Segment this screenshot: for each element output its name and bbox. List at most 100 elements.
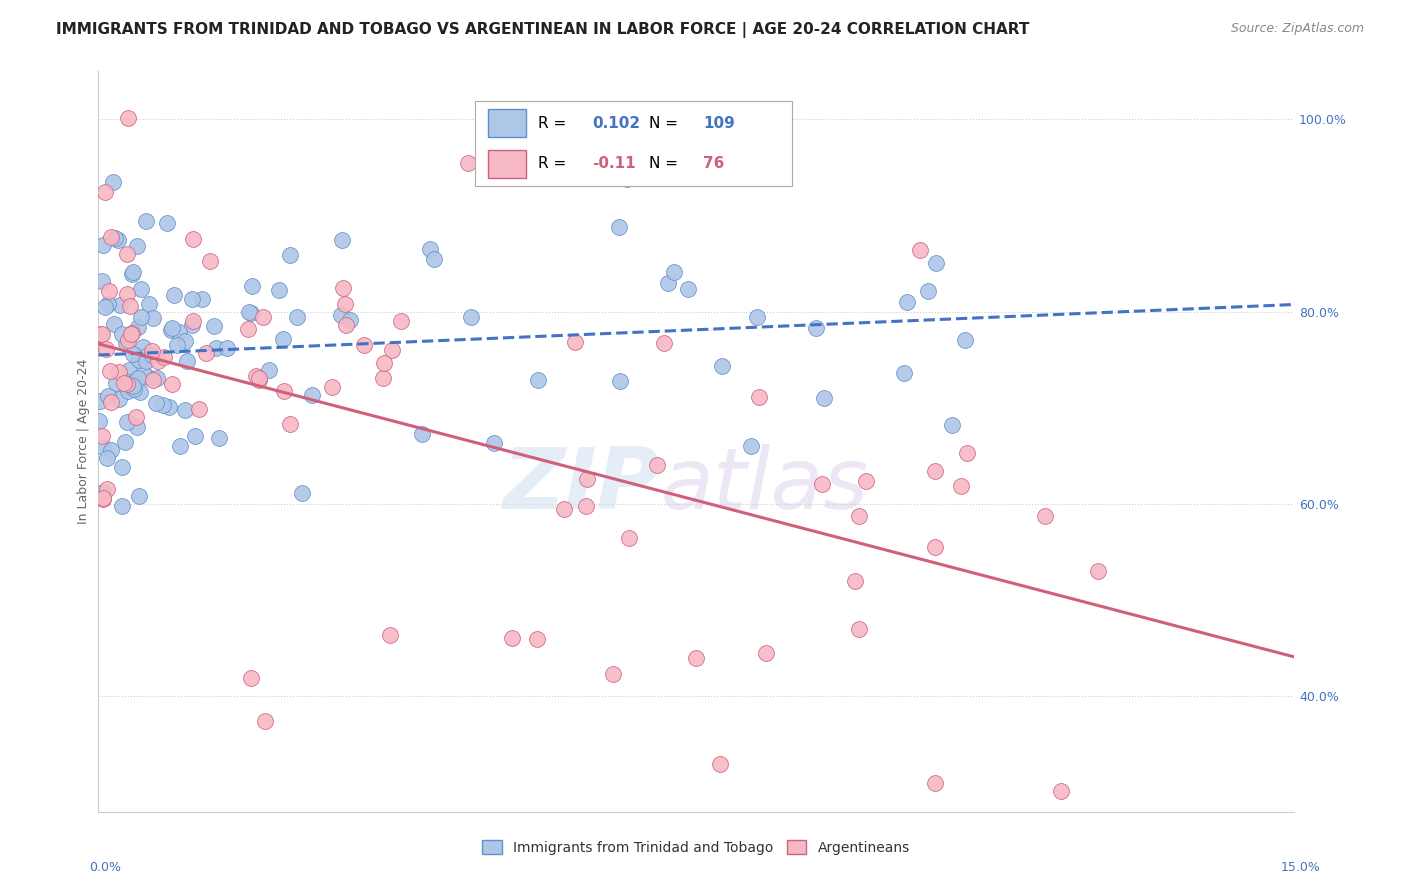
Point [173, 403, 195, 417]
Point [208, 431, 231, 445]
Point [96, 296, 118, 310]
Point [89, 394, 111, 409]
Point [332, 281, 354, 295]
Point [191, 292, 214, 306]
Point [122, 265, 145, 279]
Point [142, 373, 165, 387]
Point [257, 363, 280, 377]
Point [711, 359, 734, 373]
Point [645, 458, 668, 472]
Point [141, 348, 163, 362]
Text: ZIP: ZIP [502, 444, 661, 527]
Point [145, 396, 167, 410]
Point [602, 666, 624, 681]
Point [101, 175, 124, 189]
Point [844, 574, 866, 588]
Point [153, 350, 176, 364]
Point [501, 632, 523, 646]
Point [124, 371, 146, 385]
Text: Source: ZipAtlas.com: Source: ZipAtlas.com [1230, 22, 1364, 36]
Point [896, 295, 918, 310]
Point [181, 314, 204, 328]
Point [162, 377, 184, 392]
Point [239, 672, 262, 686]
Point [117, 375, 139, 389]
Point [90, 327, 112, 342]
Point [564, 334, 586, 349]
Point [381, 343, 404, 358]
Point [249, 373, 271, 387]
Point [950, 478, 973, 492]
Point [169, 326, 191, 340]
Point [181, 292, 204, 306]
Point [389, 314, 412, 328]
Point [607, 219, 630, 234]
Point [339, 312, 361, 326]
Point [103, 317, 125, 331]
Text: 15.0%: 15.0% [1281, 861, 1320, 873]
Point [129, 310, 152, 325]
Point [925, 256, 948, 270]
Point [160, 320, 183, 334]
Point [122, 382, 145, 396]
Point [848, 509, 870, 524]
Point [180, 318, 202, 333]
Point [93, 441, 115, 455]
Point [371, 371, 394, 385]
Point [240, 279, 263, 293]
Point [278, 248, 301, 262]
Point [422, 252, 444, 266]
Point [108, 298, 131, 312]
Point [187, 401, 209, 416]
Point [419, 242, 441, 256]
Point [138, 297, 160, 311]
Point [91, 238, 114, 252]
Point [96, 342, 118, 356]
Point [353, 338, 375, 352]
Point [1033, 509, 1056, 524]
Point [115, 376, 138, 391]
Point [90, 275, 112, 289]
Point [200, 254, 222, 268]
Point [238, 322, 260, 336]
Point [238, 304, 260, 318]
Point [111, 459, 134, 474]
Point [685, 651, 707, 665]
Point [117, 415, 139, 429]
Point [924, 464, 946, 478]
Point [676, 282, 699, 296]
Point [908, 243, 931, 257]
Point [576, 472, 599, 486]
Point [117, 384, 139, 398]
Point [127, 370, 149, 384]
Text: 0.0%: 0.0% [90, 861, 121, 873]
Point [96, 451, 118, 466]
Point [152, 398, 174, 412]
Point [278, 417, 301, 431]
Point [411, 426, 433, 441]
Point [181, 232, 204, 246]
Point [120, 326, 142, 341]
Point [329, 308, 352, 322]
Point [269, 284, 291, 298]
Point [121, 326, 143, 341]
Point [748, 390, 770, 404]
Point [245, 368, 267, 383]
Point [142, 311, 165, 326]
Point [112, 376, 135, 390]
Point [941, 418, 963, 433]
Point [301, 388, 323, 402]
Point [527, 373, 550, 387]
Point [811, 477, 834, 491]
Point [893, 366, 915, 380]
Point [128, 352, 150, 367]
Point [373, 356, 395, 370]
Point [330, 233, 353, 247]
Point [173, 334, 195, 349]
Point [924, 776, 946, 790]
Point [204, 342, 226, 356]
Point [100, 229, 122, 244]
Point [121, 267, 143, 281]
Point [813, 391, 835, 405]
Y-axis label: In Labor Force | Age 20-24: In Labor Force | Age 20-24 [77, 359, 90, 524]
